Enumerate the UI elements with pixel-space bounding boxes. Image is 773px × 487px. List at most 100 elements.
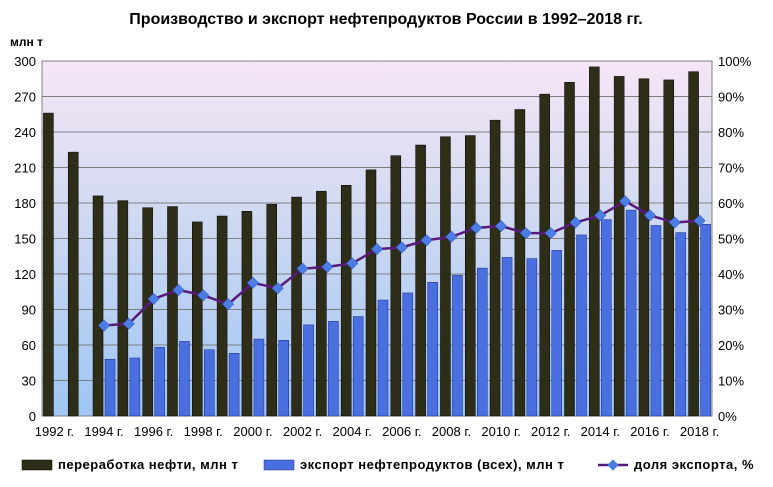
x-tick-label: 2008 г. — [432, 424, 471, 439]
export-share-point — [445, 230, 458, 243]
legend-swatch-share-marker — [607, 459, 619, 471]
export-bar — [352, 316, 364, 417]
processing-bar — [365, 169, 377, 417]
export-bar — [477, 267, 488, 417]
x-tick-label: 1996 г. — [134, 424, 173, 439]
processing-bar — [489, 119, 501, 417]
legend-label-processing: переработка нефти, млн т — [58, 457, 238, 472]
y2-tick-label: 100% — [718, 54, 752, 69]
processing-bar — [192, 221, 203, 417]
export-share-point — [693, 214, 706, 227]
processing-bar — [589, 66, 600, 417]
processing-bar — [241, 211, 253, 417]
export-share-point — [544, 227, 557, 240]
processing-bar — [415, 144, 426, 417]
export-bar — [278, 340, 289, 417]
processing-bar — [142, 207, 153, 417]
x-tick-label: 1998 г. — [184, 424, 223, 439]
export-bar — [303, 324, 314, 417]
y2-axis-ticks: 0% 10% 20% 30% 40% 50% 60% 70% 80% 90% 100% — [718, 54, 752, 424]
processing-bars — [43, 66, 699, 417]
processing-bar — [67, 151, 79, 417]
export-share-point — [594, 209, 607, 222]
export-bar — [427, 282, 438, 417]
export-bar — [154, 347, 165, 417]
export-share-point — [172, 283, 185, 296]
export-share-point — [519, 227, 532, 240]
y2-tick-label: 20% — [718, 338, 744, 353]
processing-bar — [390, 155, 402, 417]
export-bar — [700, 224, 711, 417]
y2-tick-label: 0% — [718, 409, 737, 424]
x-tick-label: 2006 г. — [382, 424, 421, 439]
y-tick-label: 30 — [22, 374, 36, 389]
export-bar — [601, 219, 612, 417]
legend-swatch-export — [263, 459, 295, 471]
x-tick-label: 2018 г. — [680, 424, 719, 439]
y2-tick-label: 10% — [718, 374, 744, 389]
export-share-point — [122, 317, 135, 330]
export-share-point — [246, 276, 259, 289]
export-bar — [452, 274, 463, 417]
y2-tick-label: 80% — [718, 125, 744, 140]
export-bar — [129, 357, 141, 417]
processing-bar — [465, 135, 476, 417]
y2-tick-label: 60% — [718, 196, 744, 211]
export-share-point — [321, 260, 334, 273]
x-tick-label: 2014 г. — [581, 424, 620, 439]
x-tick-label: 2012 г. — [531, 424, 570, 439]
export-bar — [204, 349, 215, 417]
y2-tick-label: 40% — [718, 267, 744, 282]
processing-bar — [43, 112, 54, 417]
export-share-line — [98, 195, 706, 332]
y-tick-label: 270 — [14, 90, 36, 105]
y-tick-label: 210 — [14, 161, 36, 176]
processing-bar — [564, 82, 575, 417]
export-bar — [675, 232, 687, 417]
y2-tick-label: 50% — [718, 232, 744, 247]
export-bar — [179, 341, 190, 417]
export-bar — [402, 292, 414, 417]
export-bar — [377, 299, 389, 417]
export-share-point — [271, 282, 284, 295]
processing-bar — [216, 215, 228, 417]
export-share-point — [296, 262, 309, 275]
processing-bar — [316, 190, 327, 417]
y-tick-label: 300 — [14, 54, 36, 69]
export-bar — [526, 258, 538, 417]
y2-tick-label: 90% — [718, 90, 744, 105]
y-tick-label: 180 — [14, 196, 36, 211]
export-share-point — [668, 216, 681, 229]
x-tick-label: 2016 г. — [630, 424, 669, 439]
export-bars — [104, 209, 711, 417]
export-bar — [625, 209, 637, 417]
export-share-point — [643, 209, 656, 222]
export-bar — [551, 250, 562, 417]
export-share-point — [346, 257, 359, 270]
export-bar — [104, 358, 116, 417]
x-axis-ticks: 1992 г. 1994 г. 1996 г. 1998 г. 2000 г. 2002 … — [35, 424, 719, 439]
processing-bar — [638, 78, 650, 417]
export-share-point — [147, 292, 160, 305]
y-axis-ticks: 0 30 60 90 120 150 180 210 240 270 300 — [14, 54, 36, 424]
export-bar — [650, 225, 662, 417]
legend-swatch-processing — [21, 459, 53, 471]
y-tick-label: 240 — [14, 125, 36, 140]
x-tick-label: 1994 г. — [84, 424, 123, 439]
export-bar — [501, 257, 513, 417]
processing-bar — [167, 206, 178, 417]
export-share-point — [370, 243, 384, 256]
processing-bar — [117, 200, 129, 417]
processing-bar — [688, 71, 699, 417]
processing-bar — [291, 196, 302, 417]
y-tick-label: 150 — [14, 232, 36, 247]
export-bar — [253, 338, 265, 417]
x-tick-label: 2010 г. — [481, 424, 520, 439]
x-tick-label: 2004 г. — [333, 424, 372, 439]
export-bar — [228, 353, 240, 417]
export-share-point — [470, 221, 483, 234]
y2-tick-label: 30% — [718, 303, 744, 318]
processing-bar — [92, 195, 104, 417]
legend-label-export: экспорт нефтепродуктов (всех), млн т — [300, 457, 564, 472]
